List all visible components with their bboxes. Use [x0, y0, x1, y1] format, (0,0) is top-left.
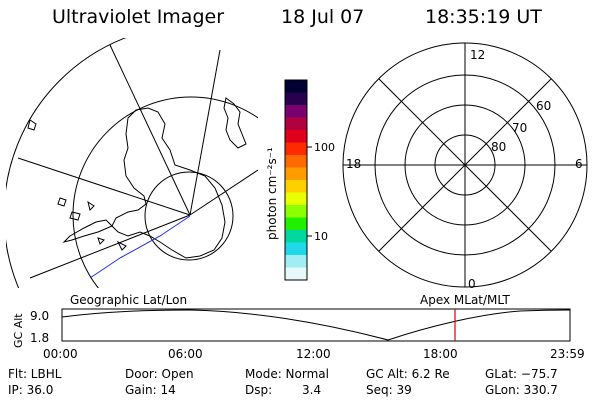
mlat-label-70: 70	[512, 121, 527, 135]
lat-circle-mid	[72, 96, 258, 288]
mlt-label-0: 0	[468, 277, 476, 291]
meridian-1	[109, 44, 191, 216]
color-scale-frame	[284, 79, 308, 281]
meridian-3	[17, 157, 191, 216]
mlt-label-12: 12	[470, 48, 485, 62]
coastline-islands	[57, 197, 105, 245]
color-scale-segment	[285, 267, 307, 281]
apex-label: Apex MLat/MLT	[420, 293, 510, 307]
color-scale-segment	[285, 242, 307, 256]
time-label: 18:35:19 UT	[425, 6, 542, 28]
color-scale-segment	[285, 130, 307, 143]
color-scale-segment	[285, 155, 307, 168]
mlat-label-80: 80	[491, 140, 506, 154]
timeline-x-tick-2: 12:00	[296, 347, 331, 361]
altitude-timeline: GC Alt 9.0 1.8 00:00 06:00 12:00 18:00 2…	[12, 308, 585, 361]
filter-info: Flt: LBHL	[8, 367, 62, 381]
glat-info: GLat: −75.7	[485, 367, 558, 381]
timeline-frame	[61, 308, 571, 342]
altitude-curve	[61, 309, 571, 341]
timeline-x-tick-4: 23:59	[550, 347, 585, 361]
date-label: 18 Jul 07	[281, 6, 365, 28]
color-scale-segment	[285, 180, 307, 193]
geographic-label: Geographic Lat/Lon	[70, 293, 187, 307]
timeline-x-tick-3: 18:00	[423, 347, 458, 361]
glon-info: GLon: 330.7	[485, 383, 558, 397]
colorbar-tick-10: 10	[314, 230, 328, 243]
timeline-y-tick-max: 9.0	[30, 309, 49, 323]
timeline-x-tick-1: 06:00	[168, 347, 203, 361]
meridian-5	[29, 214, 191, 279]
color-scale	[285, 80, 307, 281]
color-scale-segment	[285, 142, 307, 156]
color-scale-segment	[285, 92, 307, 106]
timeline-y-axis-label: GC Alt	[12, 313, 25, 348]
coastline-peninsula	[62, 219, 113, 243]
color-scale-segment	[285, 255, 307, 268]
color-scale-segment	[285, 230, 307, 243]
door-info: Door: Open	[125, 367, 194, 381]
color-scale-segment	[285, 105, 307, 118]
coastline-south-america	[223, 97, 247, 149]
coastline-antarctica	[111, 107, 226, 259]
magnetic-polar-plot	[342, 42, 588, 288]
meridian-4	[189, 169, 258, 216]
mlt-label-6: 6	[575, 157, 583, 171]
coastline-small-1	[27, 119, 37, 131]
coastline-small-2	[116, 240, 127, 251]
mlat-label-60: 60	[536, 99, 551, 113]
lat-circle-inner	[144, 171, 234, 261]
colorbar-unit-label: photon cm⁻²s⁻¹	[265, 147, 279, 240]
mlt-label-18: 18	[346, 157, 361, 171]
info-panel: Flt: LBHL IP: 36.0 Door: Open Gain: 14 M…	[8, 367, 558, 397]
ip-info: IP: 36.0	[8, 383, 53, 397]
app-title: Ultraviolet Imager	[52, 6, 225, 28]
orbit-track	[89, 215, 191, 279]
geographic-map	[6, 38, 258, 288]
dsp-value: 3.4	[302, 383, 321, 397]
dsp-label: Dsp:	[245, 383, 272, 397]
color-scale-segment	[285, 205, 307, 218]
mode-info: Mode: Normal	[245, 367, 329, 381]
meridian-2	[189, 49, 221, 216]
gcalt-info: GC Alt: 6.2 Re	[366, 367, 450, 381]
color-scale-segment	[285, 192, 307, 206]
seq-info: Seq: 39	[366, 383, 412, 397]
timeline-x-tick-0: 00:00	[43, 347, 78, 361]
gain-info: Gain: 14	[125, 383, 176, 397]
color-scale-segment	[285, 167, 307, 181]
color-scale-segment	[285, 80, 307, 93]
colorbar-tick-100: 100	[314, 141, 335, 154]
mlt-line-diag-2	[378, 78, 552, 252]
color-scale-segment	[285, 217, 307, 231]
color-scale-segment	[285, 117, 307, 131]
timeline-y-tick-min: 1.8	[30, 331, 49, 345]
